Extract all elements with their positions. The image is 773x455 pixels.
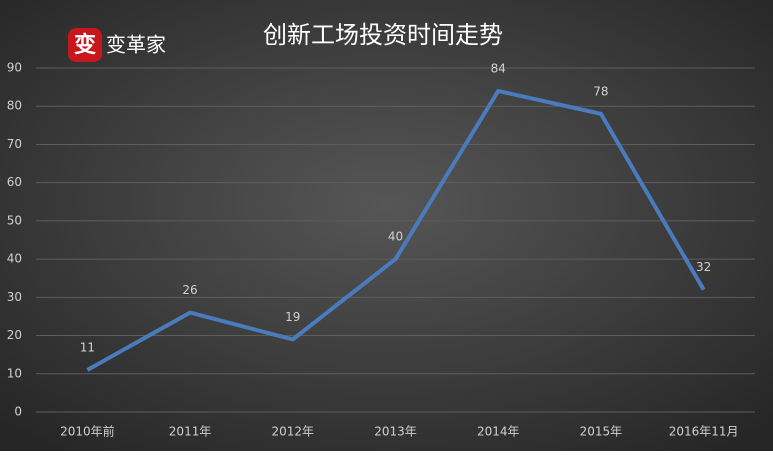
data-label: 11: [80, 340, 95, 354]
data-label: 78: [593, 84, 608, 98]
data-label: 40: [388, 230, 403, 244]
y-tick-label: 70: [7, 137, 22, 151]
logo-badge: [68, 28, 102, 62]
data-label: 32: [696, 260, 711, 274]
data-label: 19: [285, 310, 300, 324]
y-tick-label: 90: [7, 61, 22, 75]
data-label: 84: [491, 61, 506, 75]
y-tick-label: 30: [7, 290, 22, 304]
logo-icon: 变: [74, 32, 96, 58]
x-tick-label: 2016年11月: [669, 425, 739, 439]
data-label: 26: [182, 283, 197, 297]
y-tick-label: 50: [7, 213, 22, 227]
line-series: [86, 88, 706, 372]
y-tick-label: 0: [14, 405, 22, 419]
chart-title: 创新工场投资时间走势: [263, 21, 503, 49]
logo-text: 变革家: [106, 33, 166, 57]
x-tick-label: 2010年前: [60, 424, 115, 439]
y-tick-label: 60: [7, 175, 22, 189]
y-tick-label: 40: [7, 252, 22, 266]
y-tick-label: 20: [7, 328, 22, 342]
x-tick-label: 2015年: [580, 425, 623, 439]
y-tick-label: 80: [7, 99, 22, 113]
y-tick-label: 10: [7, 366, 22, 380]
x-tick-label: 2011年: [169, 425, 212, 439]
x-tick-label: 2013年: [374, 425, 417, 439]
x-tick-label: 2014年: [477, 425, 520, 439]
x-tick-label: 2012年: [272, 425, 315, 439]
